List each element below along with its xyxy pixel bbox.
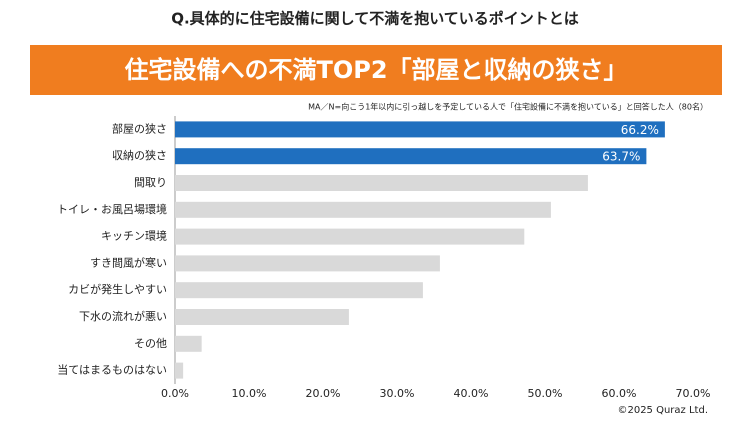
bar [175, 201, 551, 218]
x-tick-label: 20.0% [306, 387, 341, 400]
y-tick-label: すき間風が寒い [90, 255, 167, 269]
x-tick-label: 0.0% [161, 387, 189, 400]
bar [175, 148, 647, 165]
y-tick-label: 間取り [134, 176, 167, 189]
y-tick-label: カビが発生しやすい [68, 282, 167, 296]
y-tick-label: 下水の流れが悪い [79, 309, 167, 323]
x-tick-label: 50.0% [528, 387, 563, 400]
y-tick-label: 部屋の狭さ [112, 121, 167, 135]
y-tick-label: その他 [134, 337, 167, 350]
chart-title: Q.具体的に住宅設備に関して不満を抱いているポイントとは [171, 10, 579, 28]
bar [175, 309, 349, 325]
y-tick-label: 当てはまるものはない [57, 363, 167, 377]
x-tick-label: 40.0% [454, 387, 489, 400]
x-tick-label: 10.0% [232, 387, 267, 400]
y-tick-label: トイレ・お風呂場環境 [57, 202, 167, 216]
bar [175, 335, 202, 352]
x-tick-label: 30.0% [380, 387, 415, 400]
source: ©2025 Quraz Ltd. [617, 405, 708, 416]
data-label: 66.2% [621, 123, 659, 137]
bar [175, 362, 184, 379]
bar [175, 121, 665, 138]
note: MA／N=向こう1年以内に引っ越しを予定している人で「住宅設備に不満を抱いている… [308, 102, 708, 112]
banner [30, 45, 722, 95]
bar [175, 255, 440, 272]
bar [175, 228, 525, 245]
y-tick-label: キッチン環境 [101, 229, 167, 243]
y-tick-label: 収納の狭さ [112, 149, 167, 162]
banner-text: 住宅設備への不満TOP2「部屋と収納の狭さ」 [124, 56, 627, 84]
x-tick-label: 60.0% [602, 387, 637, 400]
x-tick-label: 70.0% [676, 387, 711, 400]
bar [175, 282, 423, 299]
data-label: 63.7% [602, 150, 640, 164]
bar [175, 175, 588, 191]
